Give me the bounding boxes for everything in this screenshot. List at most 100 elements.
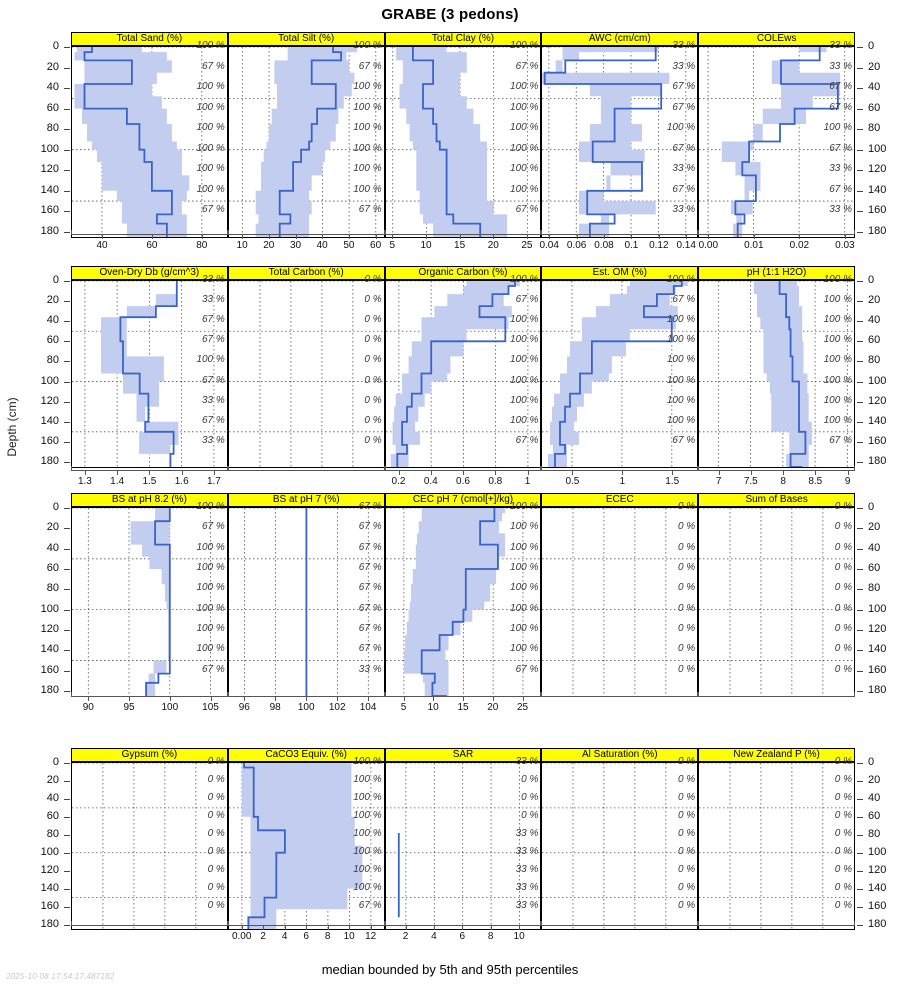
depth-tick-mark-right: [857, 906, 863, 908]
panel-title-strip: Est. OM (%): [541, 266, 699, 280]
x-tick: [631, 235, 633, 239]
depth-tick-mark-right: [857, 361, 863, 363]
depth-tick-mark-left: [64, 281, 70, 282]
x-axis-cap: [71, 692, 72, 697]
depth-tick-label-right: 40: [868, 541, 881, 554]
x-axis-cap: [383, 921, 385, 926]
x-tick: [604, 235, 605, 239]
x-tick: [526, 235, 528, 239]
x-tick-label: 10: [236, 240, 248, 251]
x-axis-cap: [854, 692, 855, 697]
depth-tick-label-right: 60: [868, 809, 881, 822]
depth-tick-mark-left: [64, 589, 70, 591]
depth-tick-mark-right: [857, 548, 863, 550]
depth-tick-label-left: 100: [40, 602, 59, 615]
x-axis-cap: [541, 921, 543, 926]
x-axis-cap: [71, 921, 72, 926]
x-tick-label: 1.5: [665, 476, 680, 487]
x-tick-label: 90: [82, 702, 94, 713]
x-tick: [151, 235, 153, 239]
depth-tick-label-right: 80: [868, 582, 881, 595]
panel-ecec: ECEC 0 % 0 % 0 % 0 % 0 % 0 % 0 % 0 % 0 %: [541, 493, 699, 697]
x-axis-line: [71, 470, 228, 471]
x-axis-line: [541, 925, 699, 926]
plot-area: [698, 507, 855, 697]
x-axis-cap: [226, 692, 228, 697]
depth-tick-mark-left: [64, 170, 70, 172]
x-tick-label: 30: [289, 240, 302, 251]
x-tick: [149, 471, 151, 475]
x-tick: [799, 235, 801, 239]
depth-tick-label-right: 100: [868, 374, 887, 387]
x-tick-label: 5: [389, 240, 396, 251]
plot-area: [71, 507, 228, 697]
depth-tick-label-right: 60: [868, 561, 881, 574]
x-axis-cap: [226, 466, 228, 471]
depth-tick-label-right: 20: [868, 60, 881, 73]
x-tick-label: 0.12: [649, 240, 669, 251]
depth-tick-mark-left: [64, 129, 70, 131]
x-tick-label: 7.5: [743, 476, 758, 487]
x-axis-cap: [226, 921, 228, 926]
figure-caption: median bounded by 5th and 95th percentil…: [321, 962, 579, 977]
x-tick: [672, 471, 674, 475]
depth-tick-label-left: 0: [52, 501, 59, 513]
depth-tick-mark-right: [857, 281, 863, 282]
x-tick-label: 0.04: [539, 240, 559, 251]
x-tick: [348, 235, 350, 239]
x-tick: [368, 697, 370, 701]
panel-colews: COLEws 33 % 33 % 67 % 67 % 100 % 67 % 33 % 67 % 3…: [698, 32, 855, 238]
depth-tick-label-right: 160: [868, 204, 887, 217]
depth-tick-label-right: 0: [868, 501, 875, 513]
depth-tick-mark-right: [857, 401, 863, 403]
x-tick: [426, 235, 427, 239]
depth-tick-label-right: 180: [868, 917, 887, 930]
depth-tick-label-right: 80: [868, 354, 881, 367]
depth-tick-label-left: 120: [40, 394, 59, 407]
x-tick-label: 0.1: [624, 240, 639, 251]
depth-tick-label-left: 60: [46, 334, 59, 347]
x-tick-label: 1.7: [206, 476, 221, 487]
panel-title-strip: New Zealand P (%): [698, 748, 855, 762]
depth-tick-label-left: 100: [40, 142, 59, 155]
depth-tick-mark-right: [857, 763, 863, 764]
depth-tick-label-left: 20: [46, 521, 59, 534]
depth-tick-mark-right: [857, 88, 863, 90]
x-tick: [783, 471, 785, 475]
depth-tick-mark-right: [857, 321, 863, 323]
x-tick: [244, 697, 246, 701]
depth-tick-mark-left: [64, 67, 70, 69]
x-tick-label: 96: [238, 702, 250, 713]
depth-tick-mark-right: [857, 834, 863, 836]
x-axis-cap: [854, 230, 855, 235]
x-axis-cap: [383, 230, 385, 235]
x-tick: [750, 471, 752, 475]
x-tick-label: 0.8: [488, 476, 503, 487]
depth-tick-mark-right: [857, 381, 863, 383]
depth-tick-label-left: 140: [40, 881, 59, 894]
depth-tick-mark-right: [857, 47, 863, 48]
x-tick: [84, 471, 86, 475]
x-tick-label: 98: [269, 702, 281, 713]
x-tick-label: 6: [459, 931, 466, 942]
y-axis-label: Depth (cm): [5, 397, 19, 457]
panel-bs-at-ph-7: BS at pH 7 (%) 67 % 67 % 67 % 67 % 67 % 67 % 67…: [227, 493, 385, 697]
depth-tick-mark-right: [857, 816, 863, 818]
x-tick-label: 15: [457, 702, 469, 713]
panel-title-strip: Total Sand (%): [71, 32, 228, 46]
depth-tick-label-right: 180: [868, 683, 887, 696]
depth-tick-label-left: 0: [52, 756, 59, 768]
depth-tick-mark-left: [64, 780, 70, 782]
x-tick: [398, 471, 400, 475]
panel-organic-carbon: Organic Carbon (%) 100 % 67 % 100 % 100 % 100…: [384, 266, 542, 468]
x-axis-line: [227, 696, 385, 697]
depth-tick-label-left: 120: [40, 622, 59, 635]
depth-tick-label-left: 160: [40, 663, 59, 676]
panel-total-silt: Total Silt (%) 100 % 67 % 100 % 100 % 100 % 10…: [227, 32, 385, 238]
depth-tick-label-right: 20: [868, 294, 881, 307]
depth-tick-mark-right: [857, 798, 863, 800]
depth-tick-mark-left: [64, 462, 70, 463]
x-axis-cap: [383, 692, 385, 697]
depth-tick-mark-right: [857, 170, 863, 172]
